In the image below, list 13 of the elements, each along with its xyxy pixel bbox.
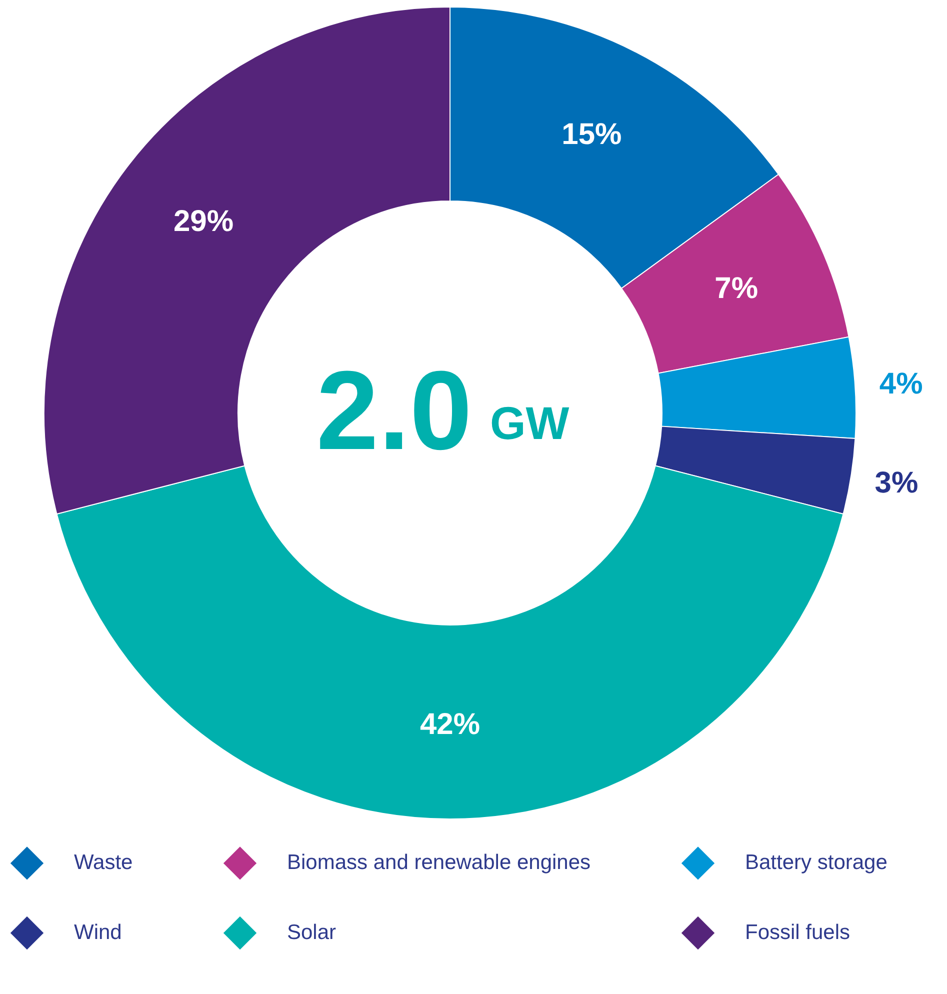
text: 2.0 GW	[316, 348, 570, 473]
legend-label: Biomass and renewable engines	[287, 851, 591, 874]
data-label: 7%	[714, 272, 758, 306]
legend-label: Battery storage	[745, 851, 888, 874]
data-label: 15%	[562, 118, 622, 152]
legend-label: Solar	[287, 921, 336, 944]
data-label: 3%	[874, 466, 918, 500]
legend-label: Waste	[74, 851, 133, 874]
legend-label: Fossil fuels	[745, 921, 850, 944]
legend-label: Wind	[74, 921, 122, 944]
data-label: 42%	[420, 708, 480, 741]
data-label: 29%	[173, 204, 234, 238]
data-label: 4%	[879, 368, 923, 401]
